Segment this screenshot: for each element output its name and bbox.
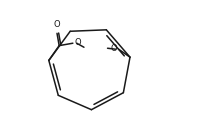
Text: O: O <box>54 20 60 29</box>
Text: O: O <box>110 44 117 53</box>
Text: O: O <box>74 38 81 47</box>
